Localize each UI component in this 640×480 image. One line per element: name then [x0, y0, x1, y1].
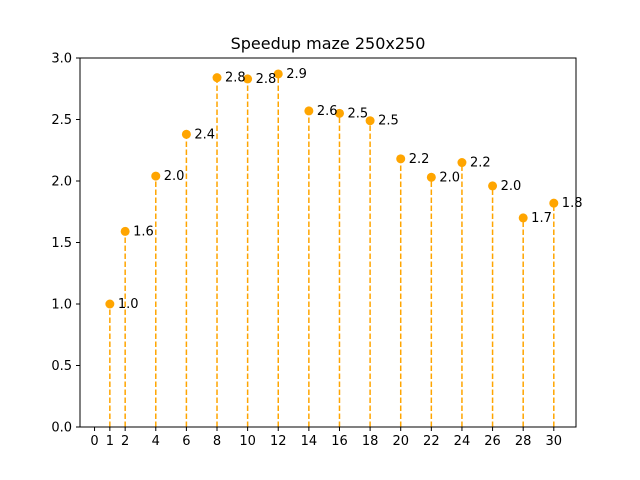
y-tick-label: 2.5 — [51, 113, 72, 128]
data-point — [105, 299, 115, 309]
x-axis: 0 1 2 4 6 8 10 12 14 16 18 20 22 24 26 28 30 — [90, 427, 562, 449]
data-point — [518, 213, 528, 223]
data-label: 1.0 — [118, 297, 139, 312]
data-label: 2.6 — [317, 104, 338, 119]
data-label: 1.7 — [531, 211, 552, 226]
y-tick-label: 0.5 — [51, 359, 72, 374]
data-label: 2.4 — [194, 127, 215, 142]
x-tick-label: 4 — [152, 434, 160, 449]
data-label: 1.6 — [133, 224, 154, 239]
data-label: 2.0 — [164, 169, 185, 184]
y-axis: 0.0 0.5 1.0 1.5 2.0 2.5 3.0 — [51, 52, 80, 436]
x-tick-label: 2 — [121, 434, 129, 449]
data-label: 2.2 — [409, 152, 430, 167]
x-tick-label: 30 — [546, 434, 563, 449]
x-tick-label: 18 — [362, 434, 379, 449]
data-point — [243, 74, 253, 84]
data-point — [426, 172, 436, 182]
data-point — [151, 171, 161, 181]
x-tick-label: 10 — [239, 434, 256, 449]
data-point — [181, 129, 191, 139]
x-tick-label: 12 — [270, 434, 287, 449]
x-tick-label: 22 — [423, 434, 440, 449]
x-tick-label: 8 — [213, 434, 221, 449]
data-label: 2.5 — [347, 106, 368, 121]
chart-title: Speedup maze 250x250 — [231, 34, 426, 53]
x-tick-label: 14 — [301, 434, 318, 449]
plot-frame — [79, 57, 577, 428]
x-tick-label: 28 — [515, 434, 532, 449]
data-label: 2.0 — [501, 179, 522, 194]
data-labels: 1.0 1.6 2.0 2.4 2.8 2.8 2.9 2.6 2.5 2.5 2.2 2.0 2.2 2… — [118, 67, 583, 312]
x-tick-label: 0 — [90, 434, 98, 449]
x-tick-label: 1 — [106, 434, 114, 449]
y-tick-label: 1.5 — [51, 236, 72, 251]
data-label: 2.8 — [225, 71, 246, 86]
data-point — [334, 108, 344, 118]
x-tick-label: 6 — [182, 434, 190, 449]
data-label: 2.9 — [286, 67, 307, 82]
data-point — [457, 158, 467, 168]
y-tick-label: 2.0 — [51, 175, 72, 190]
x-tick-label: 16 — [331, 434, 348, 449]
data-point — [396, 154, 406, 164]
stem-lines — [109, 73, 555, 427]
data-points — [105, 69, 559, 309]
y-tick-label: 1.0 — [51, 298, 72, 313]
data-label: 2.8 — [256, 72, 277, 87]
data-point — [212, 73, 222, 83]
data-point — [304, 106, 314, 116]
data-point — [549, 198, 559, 208]
data-label: 2.5 — [378, 114, 399, 129]
x-tick-label: 26 — [484, 434, 501, 449]
data-label: 2.2 — [470, 156, 491, 171]
x-tick-label: 20 — [392, 434, 409, 449]
data-point — [488, 181, 498, 191]
x-tick-label: 24 — [454, 434, 471, 449]
data-point — [120, 226, 130, 236]
y-tick-label: 3.0 — [51, 52, 72, 67]
data-label: 1.8 — [562, 196, 583, 211]
data-point — [365, 116, 375, 126]
data-label: 2.0 — [439, 170, 460, 185]
data-point — [273, 69, 283, 79]
y-tick-label: 0.0 — [51, 421, 72, 436]
